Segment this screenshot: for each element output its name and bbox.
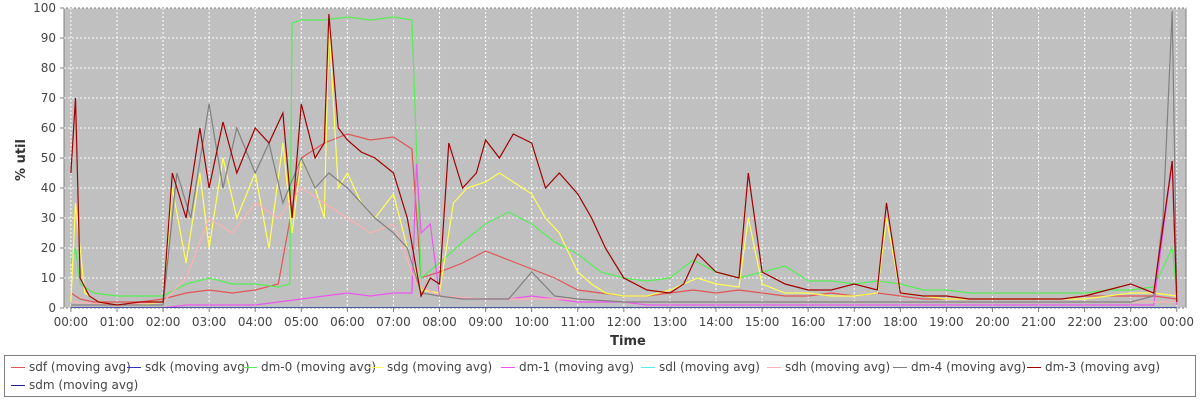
y-tick-label: 100 xyxy=(33,1,56,15)
legend-label: dm-4 (moving avg) xyxy=(911,360,1027,374)
legend-item: dm-0 (moving avg) xyxy=(243,359,376,375)
y-axis-title: % util xyxy=(14,139,29,181)
x-tick-label: 05:00 xyxy=(284,315,319,329)
legend-item: sdf (moving avg) xyxy=(11,359,131,375)
line-chart: % util Time 0 10 20 30 40 50 60 70 80 90 100 00:00 0… xyxy=(14,1,1194,349)
y-tick-label: 20 xyxy=(41,241,56,255)
x-tick-label: 08:00 xyxy=(422,315,457,329)
legend-label: dm-3 (moving avg) xyxy=(1045,360,1161,374)
x-tick-label: 23:00 xyxy=(1113,315,1148,329)
legend-label: sdm (moving avg) xyxy=(29,378,139,392)
legend-label: sdh (moving avg) xyxy=(785,360,891,374)
x-tick-label: 20:00 xyxy=(975,315,1010,329)
y-tick-label: 30 xyxy=(41,211,56,225)
y-tick-label: 10 xyxy=(41,271,56,285)
legend-swatch xyxy=(369,367,383,368)
legend-swatch xyxy=(767,367,781,368)
legend-label: sdl (moving avg) xyxy=(659,360,760,374)
x-tick-label: 01:00 xyxy=(100,315,135,329)
series-line-8 xyxy=(70,13,1178,306)
x-tick-label: 02:00 xyxy=(146,315,181,329)
legend-item: sdg (moving avg) xyxy=(369,359,492,375)
legend-item: sdm (moving avg) xyxy=(11,377,138,393)
y-tick-label: 80 xyxy=(41,61,56,75)
x-tick-label: 14:00 xyxy=(699,315,734,329)
x-tick-label: 17:00 xyxy=(837,315,872,329)
y-tick-label: 70 xyxy=(41,91,56,105)
series-line-2 xyxy=(70,16,1178,297)
x-tick-label: 19:00 xyxy=(929,315,964,329)
legend-item: dm-1 (moving avg) xyxy=(501,359,634,375)
x-tick-label: 07:00 xyxy=(376,315,411,329)
series-line-4 xyxy=(70,160,1178,308)
legend-label: sdg (moving avg) xyxy=(387,360,493,374)
x-tick-label: 06:00 xyxy=(330,315,365,329)
legend-item: dm-3 (moving avg) xyxy=(1027,359,1160,375)
y-tick-label: 90 xyxy=(41,31,56,45)
legend-item: sdk (moving avg) xyxy=(127,359,250,375)
legend-swatch xyxy=(127,367,141,368)
x-tick-label: 03:00 xyxy=(192,315,227,329)
legend-label: sdk (moving avg) xyxy=(145,360,250,374)
legend-item: sdl (moving avg) xyxy=(641,359,760,375)
legend-swatch xyxy=(641,367,655,368)
x-tick-label: 11:00 xyxy=(560,315,595,329)
y-tick-label: 40 xyxy=(41,181,56,195)
legend-swatch xyxy=(501,367,515,368)
series-line-7 xyxy=(70,10,1178,306)
legend-label: sdf (moving avg) xyxy=(29,360,131,374)
legend-swatch xyxy=(1027,367,1041,368)
x-tick-label: 18:00 xyxy=(883,315,918,329)
x-tick-label: 21:00 xyxy=(1021,315,1056,329)
legend-label: dm-0 (moving avg) xyxy=(261,360,377,374)
y-tick-label: 60 xyxy=(41,121,56,135)
x-tick-label: 15:00 xyxy=(745,315,780,329)
legend-swatch xyxy=(893,367,907,368)
legend-item: dm-4 (moving avg) xyxy=(893,359,1026,375)
x-tick-label: 09:00 xyxy=(468,315,503,329)
legend-label: dm-1 (moving avg) xyxy=(519,360,635,374)
legend-item: sdh (moving avg) xyxy=(767,359,890,375)
legend-swatch xyxy=(11,385,25,386)
x-axis-title: Time xyxy=(610,334,646,349)
x-tick-label: 13:00 xyxy=(653,315,688,329)
y-tick-label: 50 xyxy=(41,151,56,165)
y-tick-label: 0 xyxy=(48,301,56,315)
x-tick-label: 04:00 xyxy=(238,315,273,329)
x-tick-label: 10:00 xyxy=(514,315,549,329)
x-tick-label: 00:00 xyxy=(1159,315,1194,329)
legend: sdf (moving avg) sdk (moving avg) dm-0 (mo… xyxy=(4,355,1196,397)
x-tick-label: 00:00 xyxy=(54,315,89,329)
x-tick-label: 12:00 xyxy=(607,315,642,329)
x-tick-label: 16:00 xyxy=(791,315,826,329)
legend-swatch xyxy=(11,367,25,368)
x-tick-label: 22:00 xyxy=(1067,315,1102,329)
legend-swatch xyxy=(243,367,257,368)
